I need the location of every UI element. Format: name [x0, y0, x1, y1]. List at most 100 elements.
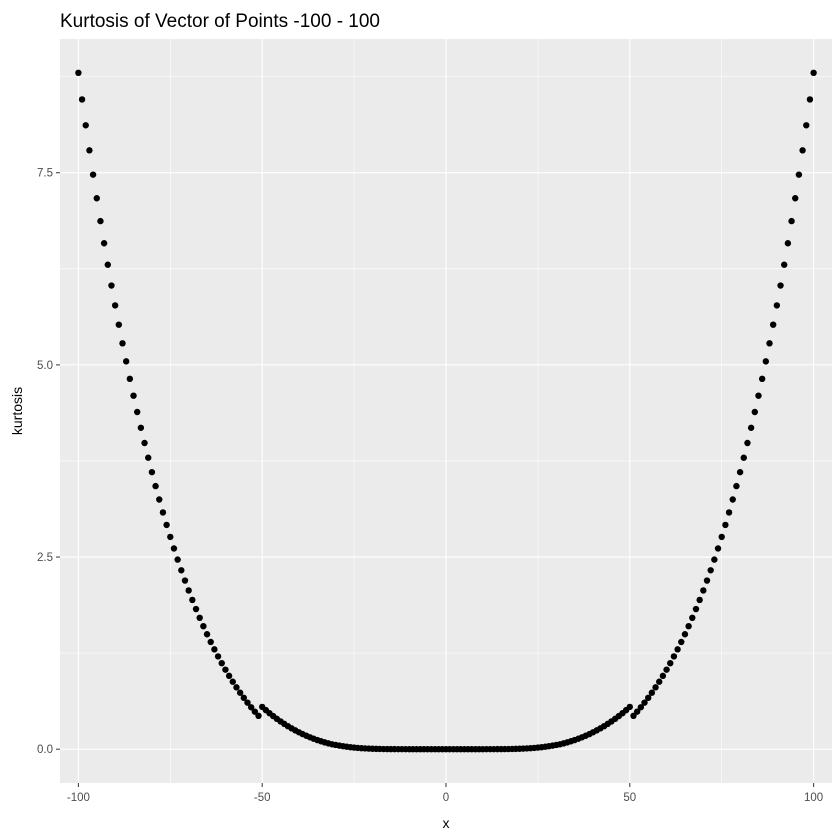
- data-point: [747, 424, 755, 431]
- data-point: [630, 712, 637, 720]
- data-points: [75, 69, 817, 753]
- y-tick-label: 7.5: [37, 168, 53, 180]
- data-point: [229, 678, 236, 685]
- data-point: [185, 587, 192, 594]
- data-point: [714, 545, 722, 552]
- data-point: [758, 375, 766, 383]
- data-point: [626, 703, 634, 711]
- data-point: [152, 482, 159, 490]
- data-point: [170, 545, 178, 552]
- data-point: [681, 631, 689, 638]
- data-point: [122, 358, 130, 365]
- x-tick-label: 50: [623, 792, 636, 804]
- data-point: [781, 261, 788, 268]
- data-point: [255, 712, 262, 720]
- y-axis-ticks: 0.0 2.5 5.0 7.5: [37, 168, 60, 756]
- data-point: [203, 631, 211, 638]
- data-point: [689, 614, 696, 622]
- data-point: [244, 699, 251, 706]
- data-point: [207, 638, 214, 646]
- data-point: [784, 240, 792, 247]
- data-point: [156, 496, 163, 503]
- data-point: [806, 96, 814, 103]
- data-point: [233, 684, 240, 691]
- data-point: [736, 468, 744, 476]
- data-point: [148, 468, 156, 476]
- data-point: [247, 704, 255, 711]
- data-point: [762, 358, 770, 365]
- data-point: [777, 282, 784, 289]
- data-point: [648, 689, 656, 696]
- data-point: [93, 195, 100, 202]
- data-point: [633, 708, 641, 715]
- data-point: [773, 302, 781, 309]
- x-axis-ticks: -100 -50 0 50 100: [67, 783, 823, 804]
- data-point: [733, 482, 740, 490]
- data-point: [134, 408, 141, 416]
- data-point: [659, 672, 667, 680]
- data-point: [703, 577, 711, 584]
- data-point: [126, 375, 134, 383]
- data-point: [214, 653, 222, 660]
- y-axis-label: kurtosis: [9, 387, 25, 435]
- data-point: [86, 147, 93, 154]
- data-point: [678, 638, 685, 646]
- data-point: [652, 684, 659, 691]
- x-axis-label: x: [443, 815, 450, 831]
- data-point: [769, 321, 777, 328]
- data-point: [644, 694, 652, 702]
- data-point: [637, 704, 645, 711]
- data-point: [130, 392, 137, 399]
- data-point: [225, 672, 233, 680]
- data-point: [725, 509, 733, 516]
- data-point: [200, 622, 207, 630]
- data-point: [111, 302, 119, 309]
- data-point: [82, 122, 89, 129]
- data-point: [174, 556, 181, 563]
- data-point: [89, 171, 97, 178]
- data-point: [236, 689, 244, 696]
- data-point: [795, 171, 803, 178]
- data-point: [803, 122, 810, 129]
- data-point: [696, 596, 703, 604]
- data-point: [663, 666, 670, 673]
- data-point: [137, 424, 145, 431]
- data-point: [700, 587, 707, 594]
- data-point: [211, 646, 218, 653]
- data-point: [159, 509, 167, 516]
- data-point: [240, 694, 248, 702]
- data-point: [799, 147, 806, 154]
- y-tick-label: 5.0: [37, 360, 53, 372]
- data-point: [685, 622, 692, 630]
- x-tick-label: 0: [443, 792, 449, 804]
- data-point: [755, 392, 762, 399]
- chart-title: Kurtosis of Vector of Points -100 - 100: [60, 11, 380, 32]
- y-tick-label: 2.5: [37, 552, 53, 564]
- data-point: [100, 240, 108, 247]
- data-point: [641, 699, 648, 706]
- data-point: [78, 96, 86, 103]
- x-tick-label: -50: [254, 792, 271, 804]
- data-point: [670, 653, 678, 660]
- data-point: [692, 605, 700, 613]
- data-point: [192, 605, 200, 613]
- data-point: [108, 282, 115, 289]
- data-point: [145, 454, 152, 461]
- data-point: [810, 69, 817, 77]
- data-point: [707, 567, 714, 574]
- data-point: [181, 577, 189, 584]
- data-point: [722, 521, 729, 529]
- data-point: [766, 340, 773, 347]
- data-point: [751, 408, 758, 416]
- data-point: [97, 217, 104, 225]
- data-point: [189, 596, 196, 604]
- data-point: [788, 217, 795, 225]
- data-point: [251, 708, 259, 715]
- data-point: [792, 195, 799, 202]
- data-point: [119, 340, 126, 347]
- data-point: [104, 261, 111, 268]
- data-point: [218, 659, 225, 667]
- data-point: [196, 614, 203, 622]
- data-point: [667, 659, 674, 667]
